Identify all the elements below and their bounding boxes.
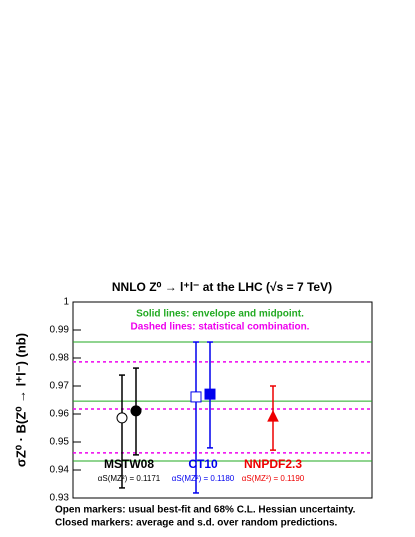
annotation: Solid lines: envelope and midpoint. <box>136 309 304 320</box>
y-tick-label: 0.99 <box>50 325 70 336</box>
y-tick-label: 1 <box>63 297 69 308</box>
marker <box>204 388 216 400</box>
series-alpha: αS(MZ²) = 0.1171 <box>98 474 161 483</box>
y-tick-label: 0.93 <box>50 493 70 504</box>
annotation: Dashed lines: statistical combination. <box>131 322 310 333</box>
y-tick-label: 0.96 <box>50 409 70 420</box>
y-tick-label: 0.98 <box>50 353 70 364</box>
series-label: MSTW08 <box>104 457 154 471</box>
y-tick-label: 0.95 <box>50 437 70 448</box>
series-label: NNPDF2.3 <box>244 457 302 471</box>
series-alpha: αS(MZ²) = 0.1180 <box>172 474 235 483</box>
plot-frame <box>72 301 373 499</box>
marker <box>116 412 128 424</box>
series-label: CT10 <box>188 457 218 471</box>
marker <box>130 405 142 417</box>
series-alpha: αS(MZ²) = 0.1190 <box>242 474 305 483</box>
note: Open markers: usual best-fit and 68% C.L… <box>55 505 356 516</box>
chart-title: NNLO Z⁰ → l⁺l⁻ at the LHC (√s = 7 TeV) <box>112 280 332 294</box>
y-tick-label: 0.97 <box>50 381 70 392</box>
marker <box>190 391 202 403</box>
marker <box>267 409 279 422</box>
note: Closed markers: average and s.d. over ra… <box>55 518 338 529</box>
y-axis-label: σZ⁰ · B(Z⁰ → l⁺l⁻) (nb) <box>13 333 28 467</box>
y-tick-label: 0.94 <box>50 465 70 476</box>
